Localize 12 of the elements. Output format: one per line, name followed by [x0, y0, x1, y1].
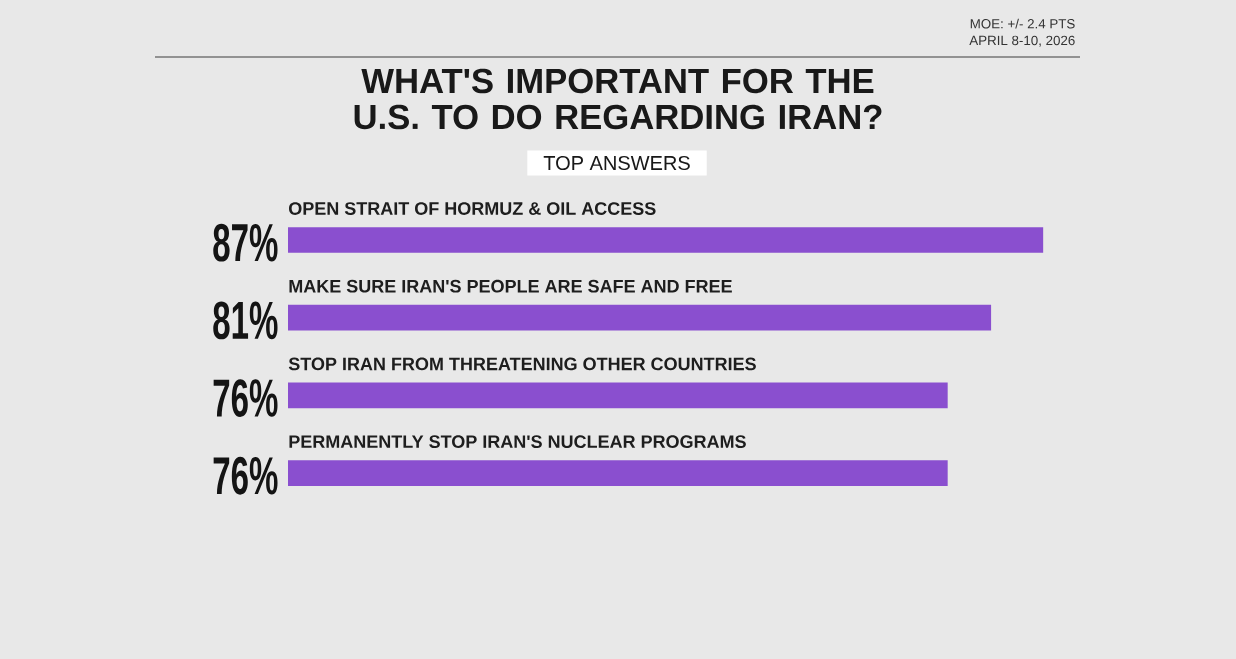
data-label: 87%	[213, 223, 278, 262]
y-tick-label: OPEN STRAIT OF HORMUZ & OIL ACCESS	[289, 202, 656, 215]
y-tick-label: PERMANENTLY STOP IRAN'S NUCLEAR PROGRAMS	[289, 435, 746, 448]
y-tick-label: STOP IRAN FROM THREATENING OTHER COUNTRIES	[288, 357, 756, 371]
chart-title: WHAT'S IMPORTANT FOR THE U.S. TO DO REGARDING IRAN?	[354, 68, 882, 130]
data-label: 76%	[213, 456, 278, 495]
text: MOE: +/- 2.4 PTS	[970, 18, 1075, 29]
data-label: 81%	[213, 301, 278, 340]
data-label: 76%	[213, 379, 278, 417]
text: APRIL 8-10, 2026	[969, 35, 1075, 47]
chart-subtitle: TOP ANSWERS	[543, 155, 690, 171]
y-tick-label: MAKE SURE IRAN'S PEOPLE ARE SAFE AND FREE	[289, 279, 732, 293]
